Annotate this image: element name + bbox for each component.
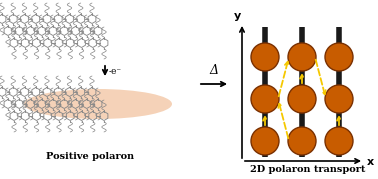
Circle shape xyxy=(288,85,316,113)
Circle shape xyxy=(325,127,353,155)
Text: y: y xyxy=(233,11,241,21)
Text: 2D polaron transport: 2D polaron transport xyxy=(250,165,366,174)
Text: x: x xyxy=(367,157,374,167)
Circle shape xyxy=(325,43,353,71)
Circle shape xyxy=(251,43,279,71)
Circle shape xyxy=(251,85,279,113)
Text: Δ: Δ xyxy=(209,64,218,77)
Circle shape xyxy=(288,127,316,155)
Circle shape xyxy=(251,127,279,155)
Ellipse shape xyxy=(24,89,172,119)
Text: -e⁻: -e⁻ xyxy=(109,67,122,76)
Circle shape xyxy=(325,85,353,113)
Circle shape xyxy=(288,43,316,71)
Text: Positive polaron: Positive polaron xyxy=(46,152,134,161)
